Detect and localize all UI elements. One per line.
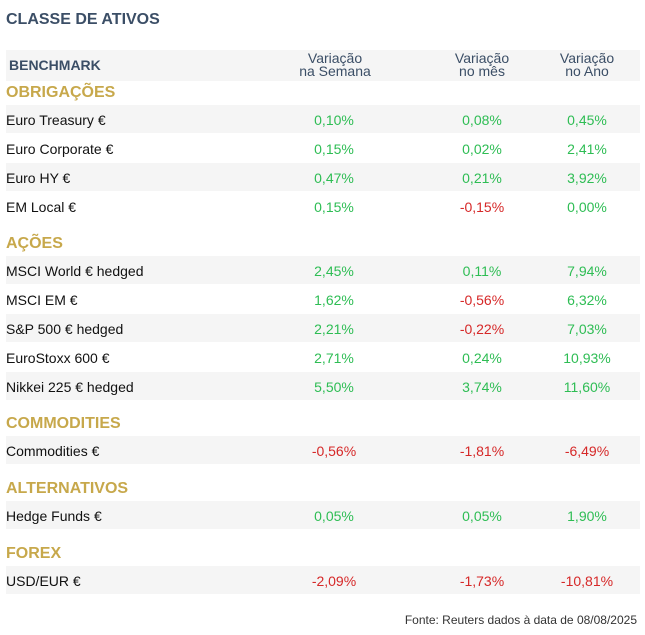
asset-label: MSCI EM € (6, 292, 78, 308)
year-change-value: 2,41% (567, 141, 607, 157)
week-change-value: 5,50% (314, 379, 354, 395)
table-row: Hedge Funds € 0,05% 0,05% 1,90% (6, 501, 640, 529)
week-change-value: 0,05% (314, 508, 354, 524)
asset-label: S&P 500 € hedged (6, 321, 124, 337)
year-change-value: -6,49% (564, 443, 610, 459)
table-row: Euro Treasury € 0,10% 0,08% 0,45% (6, 105, 640, 133)
month-change-header-line1: Variação (454, 50, 510, 66)
year-change-value: 3,92% (567, 170, 607, 186)
section-heading: AÇÕES (6, 235, 63, 252)
week-change-header-line1: Variação (307, 50, 363, 66)
week-change-value: 0,15% (314, 199, 354, 215)
week-change-value: 0,15% (314, 141, 354, 157)
month-change-value: -0,56% (459, 292, 505, 308)
year-change-value: 0,00% (567, 199, 607, 215)
table-row: S&P 500 € hedged 2,21% -0,22% 7,03% (6, 314, 640, 342)
month-change-value: 0,08% (462, 112, 502, 128)
year-change-header: Variação no Ano (537, 50, 637, 79)
month-change-value: 0,02% (462, 141, 502, 157)
asset-label: Hedge Funds € (6, 508, 102, 524)
table-row: EM Local € 0,15% -0,15% 0,00% (6, 192, 640, 220)
month-change-value: -1,81% (459, 443, 505, 459)
year-change-value: 6,32% (567, 292, 607, 308)
table-row: Euro Corporate € 0,15% 0,02% 2,41% (6, 134, 640, 162)
benchmark-header: BENCHMARK (9, 57, 101, 73)
year-change-value: -10,81% (560, 573, 614, 589)
asset-label: Euro HY € (6, 170, 71, 186)
year-change-value: 7,94% (567, 263, 607, 279)
month-change-value: 0,21% (462, 170, 502, 186)
year-change-value: 11,60% (563, 379, 611, 395)
section-heading: FOREX (6, 545, 62, 562)
asset-label: Commodities € (6, 443, 100, 459)
week-change-value: 2,45% (314, 263, 354, 279)
month-change-value: 0,11% (462, 263, 502, 279)
table-row: Nikkei 225 € hedged 5,50% 3,74% 11,60% (6, 372, 640, 400)
section-heading: OBRIGAÇÕES (6, 84, 116, 101)
section-heading: ALTERNATIVOS (6, 480, 129, 497)
week-change-header: Variação na Semana (285, 50, 385, 79)
month-change-header-line2: no mês (459, 63, 505, 79)
month-change-value: -1,73% (459, 573, 505, 589)
week-change-value: -2,09% (311, 573, 357, 589)
year-change-value: 0,45% (567, 112, 607, 128)
table-row: Commodities € -0,56% -1,81% -6,49% (6, 436, 640, 464)
month-change-value: -0,22% (459, 321, 505, 337)
month-change-value: 0,05% (462, 508, 502, 524)
month-change-value: 0,24% (462, 350, 502, 366)
table-row: MSCI EM € 1,62% -0,56% 6,32% (6, 285, 640, 313)
year-change-header-line2: no Ano (565, 63, 609, 79)
week-change-value: 1,62% (314, 292, 354, 308)
table-row: EuroStoxx 600 € 2,71% 0,24% 10,93% (6, 343, 640, 371)
table-row: MSCI World € hedged 2,45% 0,11% 7,94% (6, 256, 640, 284)
asset-label: Euro Treasury € (6, 112, 106, 128)
week-change-header-line2: na Semana (299, 63, 371, 79)
week-change-value: 0,10% (314, 112, 354, 128)
year-change-value: 7,03% (567, 321, 607, 337)
asset-label: Nikkei 225 € hedged (6, 379, 134, 395)
page-title: CLASSE DE ATIVOS (6, 11, 160, 28)
asset-label: MSCI World € hedged (6, 263, 144, 279)
year-change-header-line1: Variação (559, 50, 615, 66)
week-change-value: 2,71% (314, 350, 354, 366)
section-heading: COMMODITIES (6, 415, 121, 432)
month-change-header: Variação no mês (432, 50, 532, 79)
asset-label: Euro Corporate € (6, 141, 114, 157)
source-footnote: Fonte: Reuters dados à data de 08/08/202… (404, 613, 637, 627)
table-row: Euro HY € 0,47% 0,21% 3,92% (6, 163, 640, 191)
month-change-value: 3,74% (462, 379, 502, 395)
month-change-value: -0,15% (459, 199, 505, 215)
week-change-value: 0,47% (314, 170, 354, 186)
asset-label: USD/EUR € (6, 573, 81, 589)
asset-label: EM Local € (6, 199, 77, 215)
asset-label: EuroStoxx 600 € (6, 350, 110, 366)
table-header: BENCHMARK Variação na Semana Variação no… (6, 50, 640, 81)
year-change-value: 10,93% (563, 350, 611, 366)
year-change-value: 1,90% (567, 508, 607, 524)
table-row: USD/EUR € -2,09% -1,73% -10,81% (6, 566, 640, 594)
week-change-value: 2,21% (314, 321, 354, 337)
week-change-value: -0,56% (311, 443, 357, 459)
